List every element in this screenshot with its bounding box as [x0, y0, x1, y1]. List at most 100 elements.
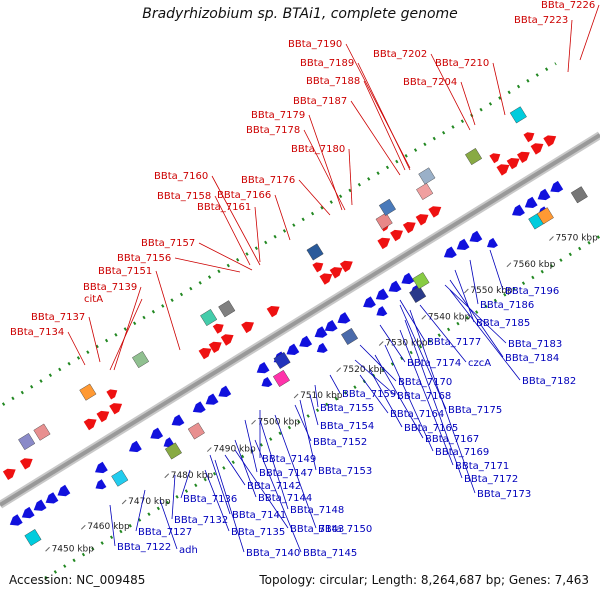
forward-gene-arrow: [339, 260, 353, 273]
forward-leader-line: [274, 194, 291, 241]
backbone: [0, 133, 600, 507]
forward-feature-block: [33, 423, 51, 441]
forward-leader-line: [254, 206, 261, 263]
reverse-gene-arrow: [299, 335, 313, 348]
scale-tick-mark: [378, 341, 384, 346]
forward-feature-block: [79, 383, 97, 401]
reverse-gene-label: BBta_7148: [290, 505, 344, 516]
reverse-gene-arrow: [57, 484, 71, 497]
scale-tick-label: 7500 kbp: [258, 417, 301, 427]
forward-gene-arrow: [517, 151, 530, 163]
reverse-feature-block: [409, 285, 427, 303]
reverse-gene-label: adh: [179, 545, 198, 556]
forward-gene-arrow: [198, 348, 212, 360]
forward-gene-arrow: [19, 458, 33, 470]
scale-tick-mark: [164, 473, 170, 479]
reverse-gene-arrow: [456, 238, 470, 250]
forward-leader-line: [348, 148, 353, 206]
reverse-feature-block: [272, 369, 290, 387]
reverse-leader-line: [259, 419, 289, 510]
reverse-gene-arrow: [537, 188, 551, 201]
reverse-leader-line: [399, 329, 454, 466]
forward-gene-arrow: [266, 306, 280, 318]
reverse-leader-line: [469, 259, 479, 305]
reverse-gene-label: BBta_7164: [390, 409, 444, 420]
reverse-gene-arrow: [469, 230, 483, 243]
reverse-gene-label: BBta_7168: [397, 391, 451, 402]
topology-text: Topology: circular; Length: 8,264,687 bp…: [259, 573, 589, 587]
reverse-leader-line: [254, 439, 302, 553]
reverse-gene-arrow: [218, 385, 232, 397]
reverse-gene-label: BBta_7172: [464, 474, 518, 485]
reverse-gene-label: BBta_7145: [303, 548, 357, 559]
reverse-leader-line: [171, 474, 176, 520]
reverse-leader-line: [454, 269, 475, 323]
forward-gene-label: BBta_7139: [83, 282, 137, 293]
scale-tick-mark: [463, 288, 469, 294]
reverse-gene-label: BBta_7182: [522, 376, 576, 387]
reverse-leader-line: [374, 354, 424, 439]
reverse-leader-line: [399, 304, 447, 410]
scale-tick-mark: [251, 419, 256, 425]
forward-gene-arrow: [543, 135, 557, 147]
scale-tick-mark: [80, 524, 86, 530]
forward-gene-label: BBta_7226: [541, 0, 595, 11]
forward-gene-label: BBta_7202: [373, 49, 427, 60]
reverse-feature-block: [341, 327, 359, 345]
forward-gene-label: BBta_7156: [117, 253, 171, 264]
reverse-leader-line: [214, 459, 245, 553]
reverse-leader-line: [354, 359, 396, 396]
reverse-leader-line: [384, 344, 434, 452]
forward-gene-label: BBta_7158: [157, 191, 211, 202]
scale-tick-label: 7490 kbp: [213, 445, 256, 455]
reverse-gene-label: BBta_7170: [398, 377, 452, 388]
reverse-gene-label: BBta_7153: [318, 466, 372, 477]
reverse-leader-line: [209, 454, 231, 515]
forward-leader-line: [198, 242, 253, 271]
reverse-gene-arrow: [286, 343, 300, 355]
reverse-gene-arrow: [129, 440, 142, 453]
scale-tick-mark: [506, 262, 512, 268]
forward-gene-arrow: [329, 267, 343, 279]
forward-gene-label: citA: [84, 294, 103, 305]
scale-tick-label: 7480 kbp: [171, 471, 214, 481]
reverse-leader-line: [180, 469, 191, 499]
reverse-gene-label: BBta_7155: [320, 403, 374, 414]
reverse-gene-arrow: [376, 306, 388, 317]
reverse-gene-label: BBta_7147: [259, 468, 313, 479]
reverse-gene-arrow: [337, 312, 351, 324]
reverse-feature-block: [187, 422, 205, 440]
reverse-leader-line: [159, 499, 178, 550]
forward-gene-arrow: [506, 158, 520, 170]
reverse-leader-line: [204, 469, 230, 532]
reverse-gene-label: BBta_7143: [290, 524, 344, 535]
reverse-gene-label: BBta_7154: [320, 421, 374, 432]
reverse-leader-line: [359, 374, 389, 414]
reverse-gene-arrow: [33, 499, 47, 511]
forward-leader-line: [350, 100, 401, 176]
reverse-feature-block: [164, 442, 182, 460]
reverse-gene-arrow: [401, 272, 415, 285]
reverse-gene-label: BBta_7175: [448, 405, 502, 416]
reverse-gene-arrow: [192, 401, 206, 413]
forward-gene-arrow: [415, 214, 429, 226]
forward-gene-arrow: [377, 237, 391, 250]
reverse-gene-arrow: [524, 196, 538, 208]
forward-leader-line: [567, 19, 573, 73]
forward-gene-arrow: [208, 341, 222, 353]
reverse-leader-line: [234, 439, 257, 498]
forward-gene-arrow: [523, 132, 535, 143]
forward-leader-line: [214, 195, 251, 266]
forward-gene-label: BBta_7204: [403, 77, 457, 88]
forward-feature-block: [18, 433, 36, 451]
forward-leader-line: [303, 129, 346, 211]
forward-leader-line: [363, 80, 406, 171]
forward-gene-label: BBta_7137: [31, 312, 85, 323]
scale-tick-label: 7520 kbp: [343, 365, 386, 375]
scale-tick-label: 7540 kbp: [428, 312, 471, 322]
forward-leader-line: [109, 298, 143, 371]
forward-gene-arrow: [212, 323, 224, 334]
reverse-gene-label: BBta_7150: [318, 524, 372, 535]
reverse-leader-line: [379, 324, 406, 363]
forward-feature-block: [378, 198, 396, 216]
